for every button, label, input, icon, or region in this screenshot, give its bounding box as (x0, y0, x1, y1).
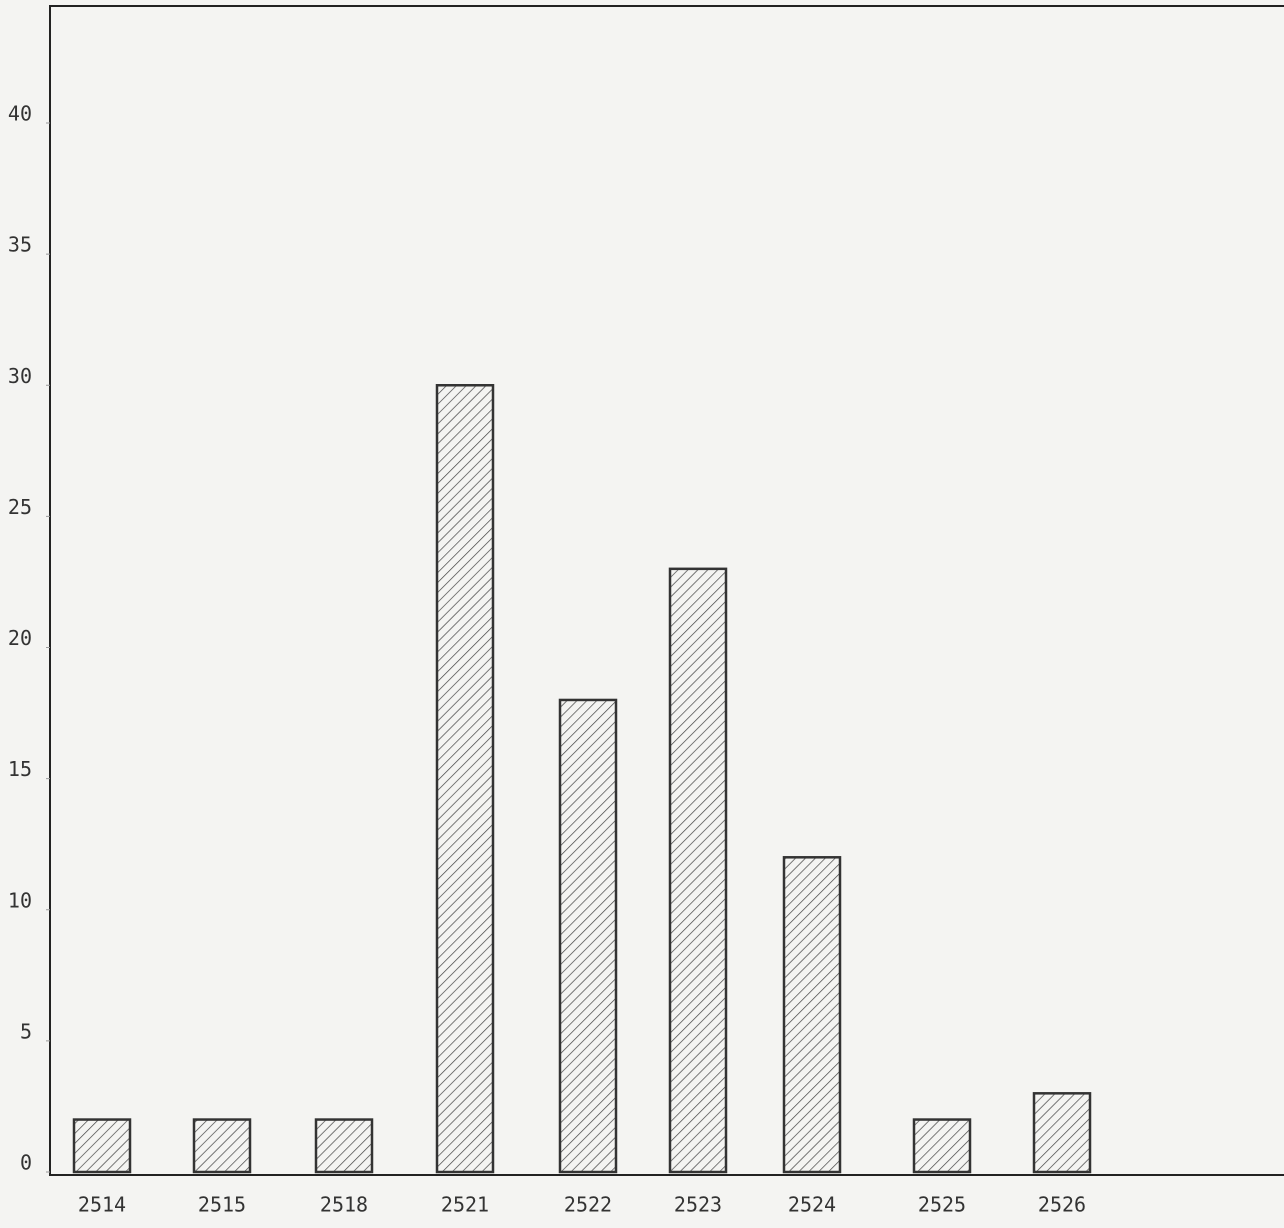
x-tick-label: 2514 (78, 1193, 126, 1217)
y-tick-label: 10 (8, 888, 32, 912)
y-tick-label: 0 (20, 1151, 32, 1175)
bar (435, 384, 495, 1174)
x-tick-label: 2524 (788, 1193, 836, 1217)
bar (668, 567, 728, 1174)
y-tick-label: 5 (20, 1019, 32, 1043)
bar (558, 698, 618, 1174)
y-tick-label: 15 (8, 757, 32, 781)
bar (782, 856, 842, 1174)
plot-frame (49, 5, 1284, 1176)
y-tick-label: 40 (8, 102, 32, 126)
bar (1032, 1092, 1092, 1174)
y-tick-label: 20 (8, 626, 32, 650)
y-tick-label: 25 (8, 495, 32, 519)
bar (192, 1118, 252, 1174)
x-tick-label: 2523 (674, 1193, 722, 1217)
y-tick-label: 30 (8, 364, 32, 388)
bar (912, 1118, 972, 1174)
x-tick-label: 2518 (320, 1193, 368, 1217)
x-tick-label: 2522 (564, 1193, 612, 1217)
x-tick-label: 2525 (918, 1193, 966, 1217)
bar (314, 1118, 374, 1174)
y-tick-label: 35 (8, 233, 32, 257)
x-tick-label: 2521 (441, 1193, 489, 1217)
x-tick-label: 2515 (198, 1193, 246, 1217)
bar (72, 1118, 132, 1174)
x-tick-label: 2526 (1038, 1193, 1086, 1217)
